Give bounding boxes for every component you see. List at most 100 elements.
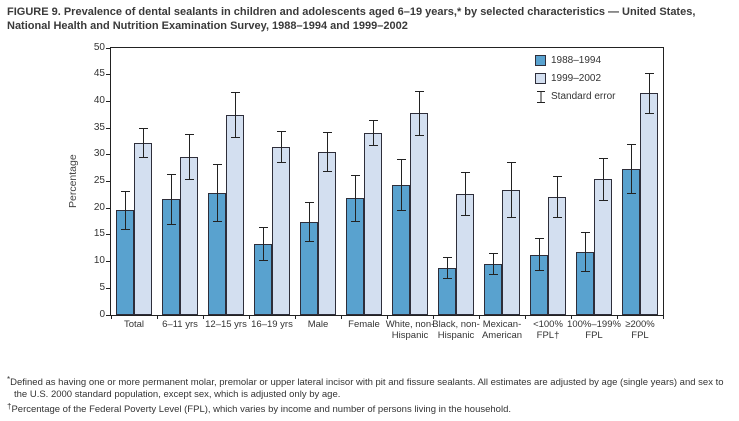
error-bar-cap <box>166 173 176 175</box>
x-axis-category-label: 16–19 yrs <box>251 319 293 330</box>
error-bar-cap <box>322 170 332 172</box>
error-bar <box>492 253 494 275</box>
x-axis-category-label: <100% FPL† <box>533 319 563 342</box>
y-axis-tick-label: 40 <box>93 94 105 106</box>
error-bar <box>124 191 126 230</box>
x-axis-tick <box>524 315 526 319</box>
x-axis-category-label: Black, non- Hispanic <box>432 319 480 342</box>
x-axis-category-label: Mexican- American <box>481 319 523 342</box>
error-bar-icon <box>537 90 545 103</box>
legend-swatch-series-0 <box>535 55 546 66</box>
y-axis-tick-label: 50 <box>93 41 105 53</box>
legend-swatch-series-1 <box>535 73 546 84</box>
error-bar-cap <box>138 156 148 158</box>
footnote-text: Defined as having one or more permanent … <box>10 377 724 401</box>
error-bar <box>216 164 218 222</box>
y-axis-tick-label: 25 <box>93 175 105 186</box>
bar-1999-2002 <box>364 132 382 315</box>
error-bar-cap <box>230 137 240 139</box>
figure-title: FIGURE 9. Prevalence of dental sealants … <box>7 6 696 33</box>
bar-group <box>295 48 341 315</box>
x-axis-category-label: Total <box>123 319 145 330</box>
bar-group <box>571 48 617 315</box>
error-bar-cap <box>626 144 636 146</box>
legend-item-1999-2002: 1999–2002 <box>535 72 615 85</box>
x-axis-category-label: Female <box>348 319 380 330</box>
error-bar-cap <box>368 119 378 121</box>
error-bar-cap <box>580 231 590 233</box>
legend-label: 1999–2002 <box>551 73 602 84</box>
error-bar <box>510 162 512 218</box>
x-axis-category-label: ≥200% FPL <box>625 319 655 342</box>
error-bar-cap <box>138 128 148 130</box>
error-bar <box>170 174 172 225</box>
error-bar-cap <box>442 257 452 259</box>
y-axis-tick <box>106 287 110 289</box>
error-bar-cap <box>304 201 314 203</box>
bar-group <box>617 48 663 315</box>
error-bar-cap <box>460 172 470 174</box>
error-bar-cap <box>350 174 360 176</box>
plot-area: Percentage 1988–1994 1999–2002 Standard … <box>67 42 664 341</box>
footnote-marker: * <box>7 375 11 384</box>
error-bar <box>280 131 282 163</box>
footnote-asterisk: *Defined as having one or more permanent… <box>7 375 734 402</box>
error-bar-cap <box>460 215 470 217</box>
error-bar-cap <box>506 217 516 219</box>
x-axis-tick <box>432 315 434 319</box>
error-bar-cap <box>304 241 314 243</box>
footnote-marker: † <box>7 401 12 411</box>
error-bar-cap <box>488 252 498 254</box>
bar-1999-2002 <box>226 115 244 315</box>
error-bar-cap <box>534 238 544 240</box>
legend-item-standard-error: Standard error <box>535 90 615 103</box>
bar-1999-2002 <box>318 152 336 315</box>
error-bar-cap <box>120 190 130 192</box>
error-bar-cap <box>598 158 608 160</box>
error-bar <box>418 91 420 136</box>
error-bar <box>538 238 540 271</box>
error-bar <box>372 120 374 146</box>
error-bar-cap <box>598 199 608 201</box>
y-axis-tick <box>106 47 110 49</box>
x-axis-category-label: 100%–199% FPL <box>567 319 621 342</box>
x-axis-category-label: 12–15 yrs <box>205 319 247 330</box>
y-axis-tick-label: 10 <box>93 255 105 267</box>
x-axis-tick <box>570 315 572 319</box>
error-bar-cap <box>276 131 286 133</box>
y-axis-tick <box>106 261 110 263</box>
error-bar-cap <box>166 223 176 225</box>
error-bar <box>262 227 264 261</box>
error-bar-cap <box>580 271 590 273</box>
y-axis-tick <box>106 314 110 316</box>
error-bar-cap <box>368 145 378 147</box>
error-bar-cap <box>350 220 360 222</box>
bar-group <box>249 48 295 315</box>
error-bar-cap <box>442 277 452 279</box>
bar-1999-2002 <box>410 113 428 315</box>
error-bar-cap <box>414 90 424 92</box>
y-axis-tick <box>106 234 110 236</box>
error-bar-cap <box>552 175 562 177</box>
error-bar-cap <box>506 161 516 163</box>
error-bar <box>142 128 144 158</box>
error-bar <box>464 172 466 216</box>
bar-group <box>157 48 203 315</box>
error-bar <box>326 132 328 172</box>
error-bar <box>400 159 402 211</box>
error-bar-cap <box>212 221 222 223</box>
error-bar <box>648 73 650 114</box>
y-axis-tick-label: 20 <box>93 201 105 213</box>
bar-group <box>433 48 479 315</box>
error-bar-cap <box>644 72 654 74</box>
error-bar-cap <box>184 134 194 136</box>
y-axis-tick-label: 35 <box>93 121 105 133</box>
error-bar-cap <box>276 162 286 164</box>
y-axis-tick-label: 30 <box>93 148 105 160</box>
y-axis-tick-label: 45 <box>93 68 105 80</box>
error-bar-cap <box>258 260 268 262</box>
x-axis-tick <box>294 315 296 319</box>
error-bar <box>584 232 586 272</box>
legend-label: Standard error <box>551 91 616 102</box>
error-bar-cap <box>488 273 498 275</box>
